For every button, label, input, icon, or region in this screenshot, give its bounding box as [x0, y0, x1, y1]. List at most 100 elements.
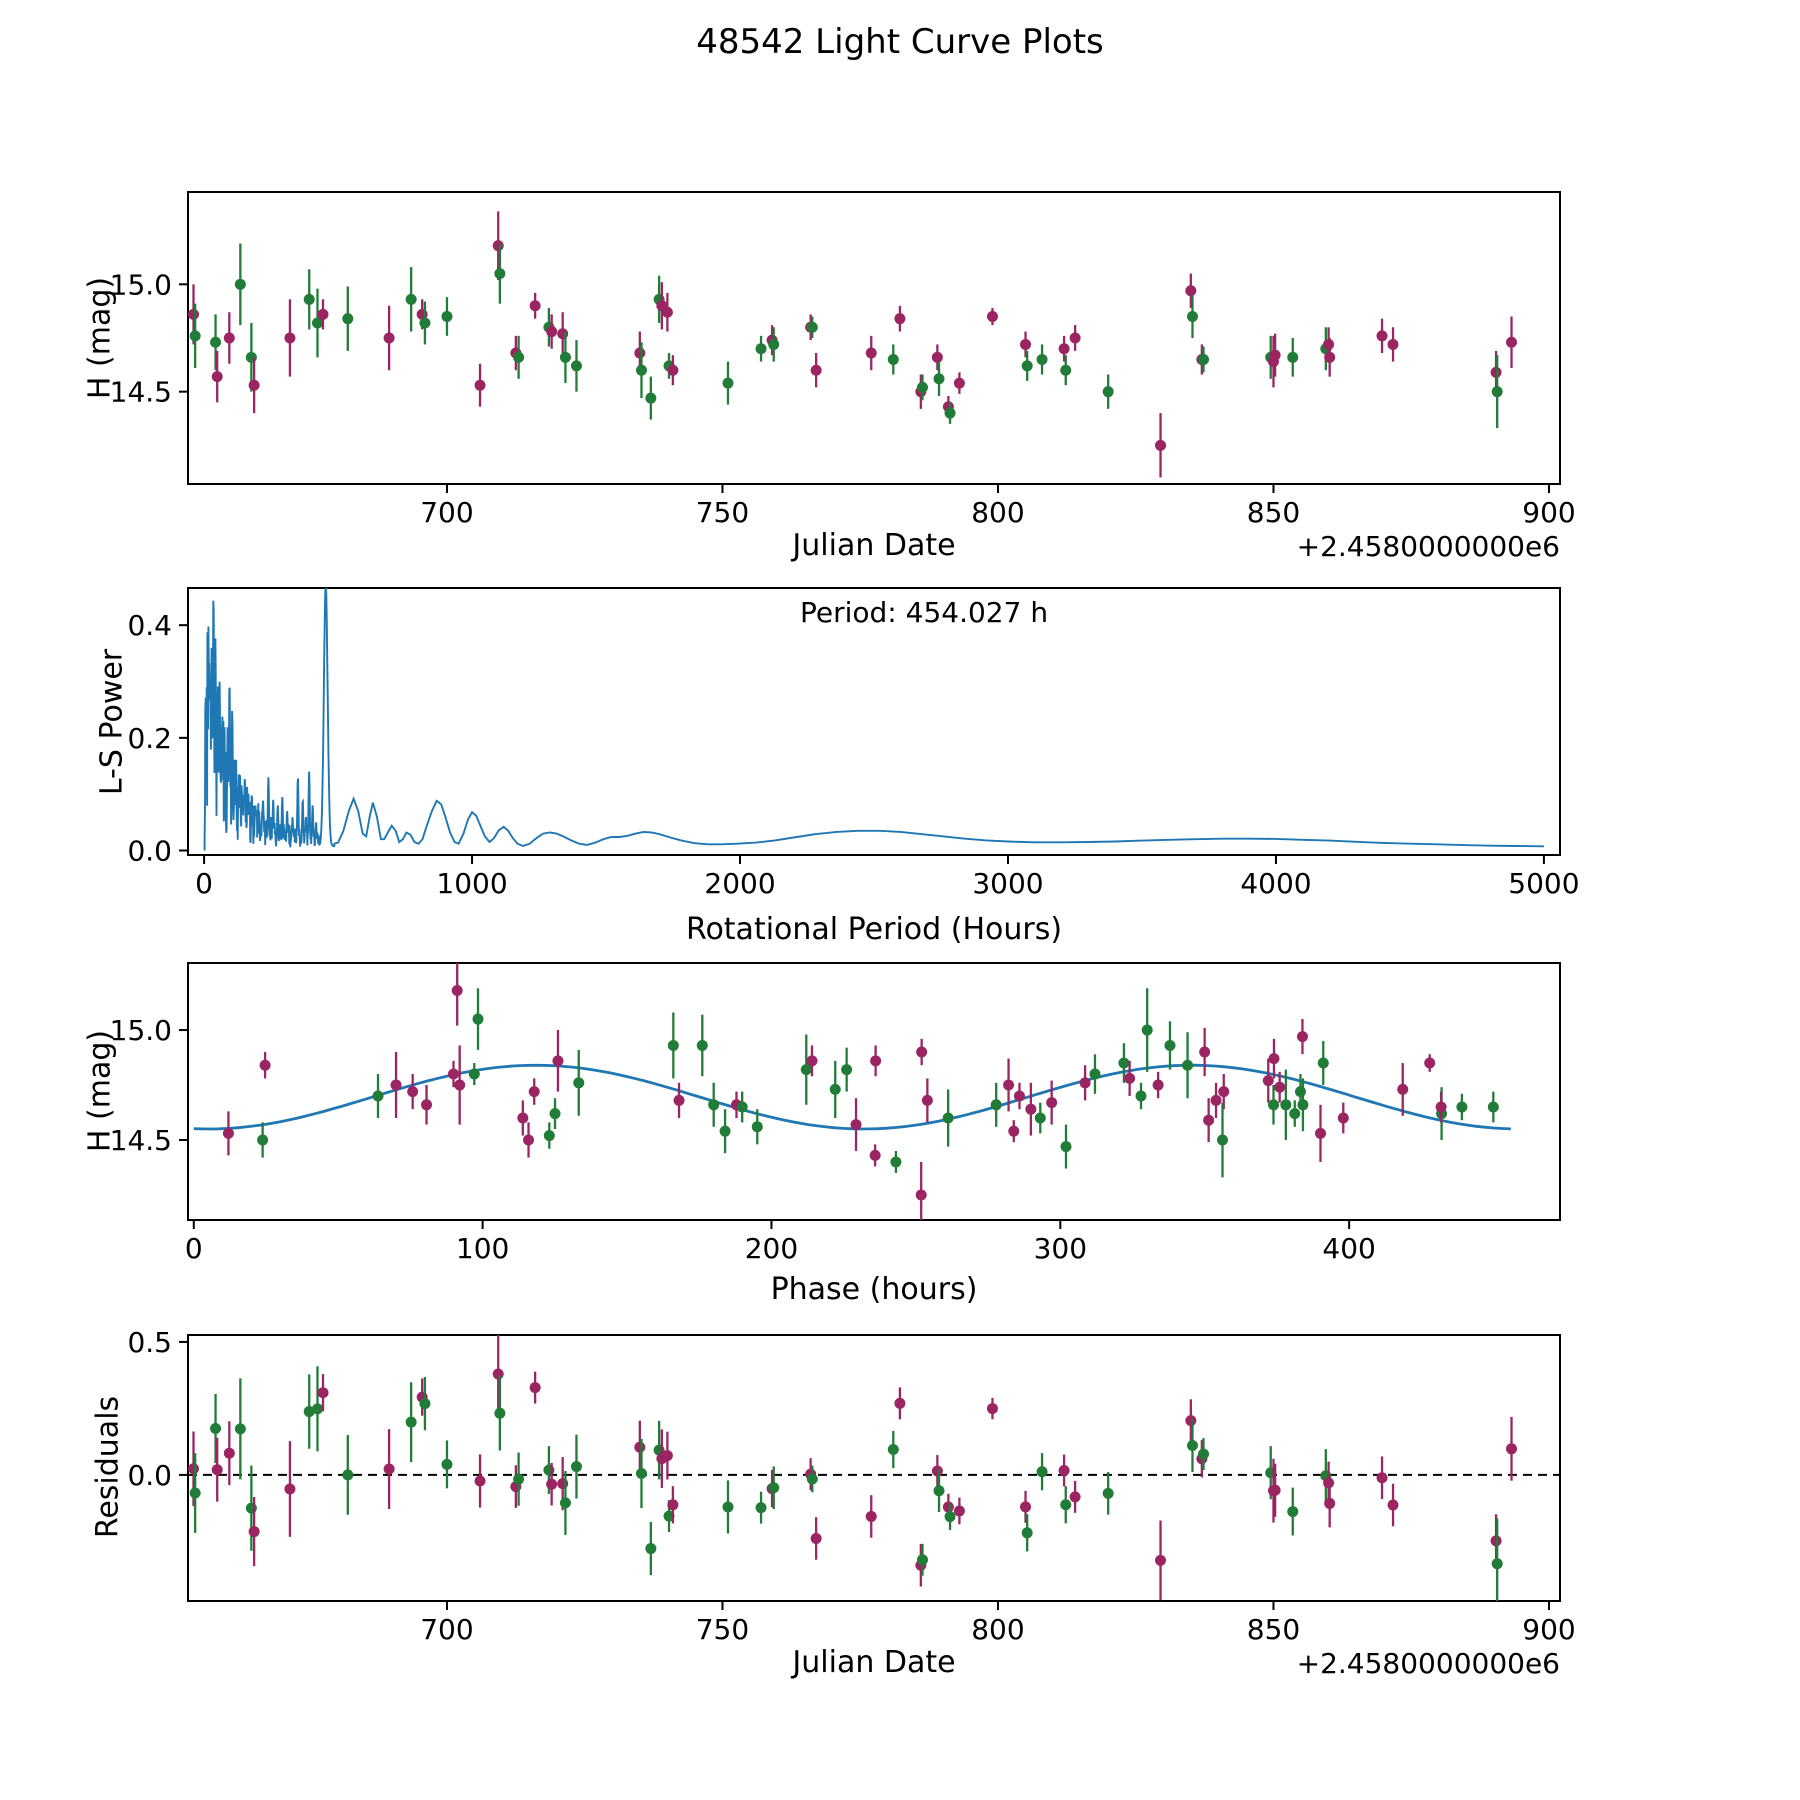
- data-point-r: [1387, 1499, 1399, 1511]
- data-point-g: [494, 1407, 506, 1419]
- data-point-r: [1210, 1094, 1222, 1106]
- data-point-g: [257, 1134, 269, 1146]
- data-point-g: [890, 1156, 902, 1168]
- data-point-g: [441, 1458, 453, 1470]
- data-point-g: [513, 351, 525, 363]
- panel1-x-tick-label: 900: [1522, 496, 1575, 529]
- data-point-g: [1036, 1466, 1048, 1478]
- data-point-r: [986, 1403, 998, 1415]
- data-point-r: [1152, 1079, 1164, 1091]
- data-point-r: [810, 1532, 822, 1544]
- data-point-r: [1274, 1081, 1286, 1093]
- data-point-r: [517, 1112, 529, 1124]
- data-point-g: [189, 1487, 201, 1499]
- data-point-g: [1118, 1057, 1130, 1069]
- data-point-g: [1317, 1057, 1329, 1069]
- data-point-g: [1164, 1039, 1176, 1051]
- data-point-r: [188, 1463, 200, 1475]
- data-point-r: [1324, 1497, 1336, 1509]
- data-point-r: [1046, 1097, 1058, 1109]
- data-point-g: [1297, 1099, 1309, 1111]
- data-point-r: [1058, 1464, 1070, 1476]
- data-point-r: [1124, 1072, 1136, 1084]
- panel2-y-tick-label: 0.4: [127, 609, 172, 642]
- data-point-g: [1135, 1090, 1147, 1102]
- data-point-g: [696, 1039, 708, 1051]
- panel3-axes: 0 100 200 300 400 15.0 14.5: [110, 962, 1561, 1265]
- data-point-r: [474, 1475, 486, 1487]
- data-point-r: [383, 1463, 395, 1475]
- data-point-g: [1182, 1059, 1194, 1071]
- data-point-g: [1102, 386, 1114, 398]
- data-point-r: [916, 1046, 928, 1058]
- data-point-r: [222, 1127, 234, 1139]
- data-point-r: [1314, 1127, 1326, 1139]
- data-point-r: [1069, 1491, 1081, 1503]
- data-point-g: [210, 336, 222, 348]
- panel3-x-axis-label: Phase (hours): [770, 1272, 978, 1307]
- data-point-g: [1060, 1141, 1072, 1153]
- data-point-r: [894, 313, 906, 325]
- data-point-g: [1141, 1024, 1153, 1036]
- data-point-g: [667, 1039, 679, 1051]
- data-point-g: [570, 360, 582, 372]
- sine-fit-line: [193, 1063, 1511, 1131]
- data-point-r: [810, 364, 822, 376]
- data-point-r: [1269, 349, 1281, 361]
- panel1-y-axis-label: H (mag): [82, 276, 118, 400]
- data-point-r: [223, 1447, 235, 1459]
- data-point-g: [549, 1108, 561, 1120]
- data-point-g: [755, 1502, 767, 1514]
- data-point-r: [667, 1499, 679, 1511]
- data-point-r: [552, 1055, 564, 1067]
- panel3-x-tick-label: 400: [1322, 1232, 1375, 1265]
- data-point-r: [661, 306, 673, 318]
- data-point-r: [1185, 285, 1197, 297]
- data-point-r: [942, 1501, 954, 1513]
- data-point-r: [1203, 1114, 1215, 1126]
- panel3-x-tick-label: 200: [745, 1232, 798, 1265]
- panel4-y-axis-label: Residuals: [90, 1395, 126, 1539]
- panel4-y-tick-label: 0.0: [127, 1459, 172, 1492]
- data-point-g: [829, 1083, 841, 1095]
- data-point-g: [1036, 353, 1048, 365]
- data-point-r: [894, 1397, 906, 1409]
- data-point-r: [915, 1189, 927, 1201]
- data-point-g: [645, 1543, 657, 1555]
- data-point-g: [311, 317, 323, 329]
- panel2-y-axis-label: L-S Power: [94, 648, 130, 796]
- data-point-g: [405, 293, 417, 305]
- data-point-g: [768, 1482, 780, 1494]
- data-point-g: [887, 1444, 899, 1456]
- data-point-g: [1060, 1499, 1072, 1511]
- panel3-spines: [187, 962, 1561, 1221]
- data-point-g: [1186, 1439, 1198, 1451]
- panel4-spines: [187, 1334, 1561, 1602]
- data-point-g: [311, 1403, 323, 1415]
- data-point-r: [1324, 351, 1336, 363]
- panel2-x-tick-label: 2000: [704, 867, 775, 900]
- panel2-x-tick-label: 1000: [436, 867, 507, 900]
- data-point-r: [870, 1055, 882, 1067]
- data-point-g: [570, 1461, 582, 1473]
- data-point-r: [317, 308, 329, 320]
- data-point-g: [1491, 386, 1503, 398]
- panel2-axes: 0 1000 2000 3000 4000 5000 0.4 0.2 0.0: [127, 587, 1580, 900]
- data-point-g: [1034, 1112, 1046, 1124]
- panel3-data: [222, 963, 1499, 1220]
- data-point-g: [405, 1416, 417, 1428]
- data-point-r: [317, 1387, 329, 1399]
- data-point-r: [1435, 1101, 1447, 1113]
- panel2-spines: [187, 587, 1561, 856]
- data-point-r: [284, 1483, 296, 1495]
- panel4-x-axis-label: Julian Date: [792, 1645, 956, 1680]
- panel1-data: [188, 211, 1518, 478]
- panel1-spines: [187, 191, 1561, 485]
- data-point-g: [1267, 1099, 1279, 1111]
- periodogram-line: [203, 588, 1544, 851]
- data-point-r: [1008, 1125, 1020, 1137]
- data-point-g: [419, 317, 431, 329]
- data-point-r: [634, 347, 646, 359]
- panel1-axes: 700 750 800 850 900 15.0 14.5: [110, 191, 1576, 529]
- panel4-x-tick-label: 900: [1522, 1613, 1575, 1646]
